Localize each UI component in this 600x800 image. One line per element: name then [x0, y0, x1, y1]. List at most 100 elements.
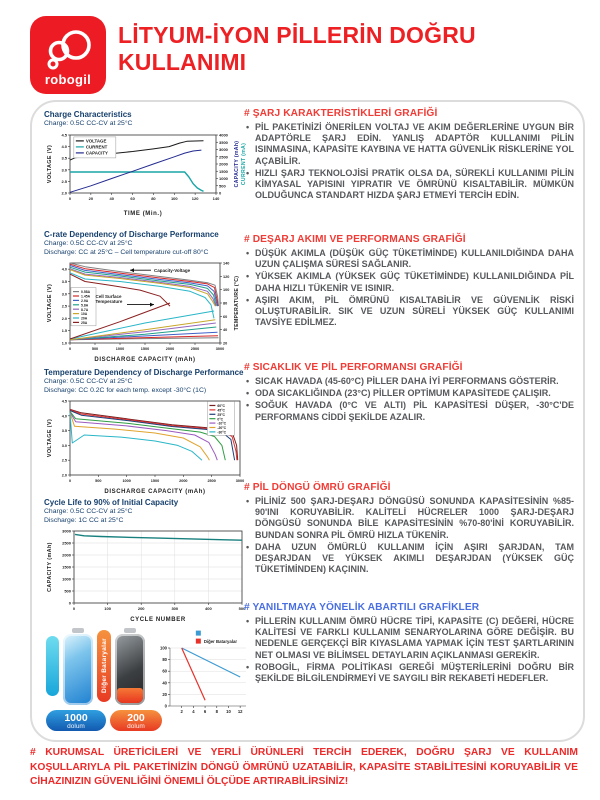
robogil-logo-icon — [47, 30, 91, 70]
bullet-list: PİLLERİN KULLANIM ÖMRÜ HÜCRE TİPİ, KAPAS… — [244, 616, 574, 684]
svg-text:-20°C: -20°C — [217, 426, 226, 430]
bullet-list: PİL PAKETİNİZİ ÖNERİLEN VOLTAJ VE AKIM D… — [244, 122, 574, 201]
svg-text:3000: 3000 — [219, 147, 229, 152]
svg-text:0: 0 — [165, 704, 168, 709]
svg-text:20A: 20A — [81, 317, 88, 321]
svg-text:400: 400 — [205, 606, 212, 611]
section-heading: # PİL DÖNGÜ ÖMRÜ GRAFİĞİ — [244, 482, 391, 493]
svg-text:0.58A: 0.58A — [81, 290, 91, 294]
svg-text:500: 500 — [219, 183, 226, 188]
svg-text:300: 300 — [171, 606, 178, 611]
svg-text:120: 120 — [192, 196, 199, 201]
svg-text:2500: 2500 — [62, 541, 72, 546]
svg-text:2500: 2500 — [219, 154, 229, 159]
robogil-battery-illustration — [63, 628, 93, 706]
svg-text:VOLTAGE (V): VOLTAGE (V) — [47, 419, 53, 457]
bullet-item: DAHA UZUN ÖMÜRLÜ KULLANIM İÇİN AŞIRI ŞAR… — [244, 542, 574, 576]
svg-text:2.0: 2.0 — [61, 190, 67, 195]
svg-text:1000: 1000 — [62, 577, 72, 582]
svg-text:140: 140 — [213, 196, 220, 201]
svg-text:CURRENT: CURRENT — [86, 144, 108, 149]
svg-text:20: 20 — [223, 342, 227, 346]
svg-text:0: 0 — [69, 347, 71, 351]
battery-cap — [124, 628, 136, 633]
svg-text:TIME (Min.): TIME (Min.) — [124, 211, 163, 217]
pill-unit: dolum — [67, 722, 85, 730]
robogil-logo: robogil — [30, 16, 106, 94]
figure-subtitle2: Discharge: 1C CC at 25°C — [44, 516, 124, 524]
svg-text:CAPACITY (mAh): CAPACITY (mAh) — [234, 140, 240, 187]
svg-text:60°C: 60°C — [217, 404, 225, 408]
svg-text:4.0: 4.0 — [62, 414, 67, 418]
chart-charge-characteristics: 0 20 40 60 80 100 120 140 2.0 2.5 3.0 3.5 4.0 4.5 0 500… — [47, 132, 247, 217]
svg-text:8.7A: 8.7A — [81, 308, 89, 312]
svg-text:3000: 3000 — [236, 479, 244, 483]
bullet-item: DÜŞÜK AKIMLA (DÜŞÜK GÜÇ TÜKETİMİNDE) KUL… — [244, 248, 574, 270]
svg-text:60: 60 — [162, 669, 167, 674]
robogil-battery-bar — [46, 636, 59, 696]
section-desarj-akimi: # DEŞARJ AKIMI VE PERFORMANS GRAFİĞİ DÜŞ… — [244, 234, 574, 329]
battery-body — [115, 634, 145, 705]
svg-text:0: 0 — [73, 606, 76, 611]
battery-body — [63, 634, 93, 705]
svg-text:80: 80 — [223, 302, 227, 306]
svg-text:2.0: 2.0 — [62, 474, 67, 478]
bullet-item: ROBOGİL, FİRMA POLİTİKASI GEREĞİ MÜŞTERİ… — [244, 662, 574, 684]
svg-text:2500: 2500 — [207, 479, 215, 483]
svg-text:CAPACITY: CAPACITY — [86, 150, 108, 155]
svg-text:TEMPERATURE (°C): TEMPERATURE (°C) — [234, 276, 240, 331]
figure-title: C-rate Dependency of Discharge Performan… — [44, 230, 219, 239]
logo-text: robogil — [44, 72, 92, 87]
svg-text:10A: 10A — [81, 312, 88, 316]
pill-value: 1000 — [64, 712, 88, 724]
section-heading: # DEŞARJ AKIMI VE PERFORMANS GRAFİĞİ — [244, 234, 466, 245]
svg-text:2500: 2500 — [191, 347, 199, 351]
svg-text:CYCLE NUMBER: CYCLE NUMBER — [130, 617, 186, 623]
svg-text:1000: 1000 — [116, 347, 124, 351]
figure-title: Temperature Dependency of Discharge Perf… — [44, 368, 244, 377]
svg-text:2000: 2000 — [179, 479, 187, 483]
svg-text:5.8A: 5.8A — [81, 303, 89, 307]
other-batteries-label: Diğer Bataryalar — [100, 638, 108, 694]
bullet-item: YÜKSEK AKIMLA (YÜKSEK GÜÇ TÜKETİMİNDE) K… — [244, 271, 574, 293]
svg-text:4.0: 4.0 — [62, 268, 67, 272]
svg-text:3000: 3000 — [62, 529, 72, 534]
svg-text:4: 4 — [192, 709, 195, 714]
svg-text:3.5: 3.5 — [62, 280, 67, 284]
chart-battery-comparison: 2 4 6 8 10 12 0 20 40 60 80 100 Diğer Bataryalar — [160, 630, 246, 714]
svg-text:1500: 1500 — [62, 565, 72, 570]
svg-text:1500: 1500 — [141, 347, 149, 351]
bullet-item: HIZLI ŞARJ TEKNOLOJİSİ PRATİK OLSA DA, S… — [244, 168, 574, 202]
svg-text:1500: 1500 — [151, 479, 159, 483]
svg-text:Temperature: Temperature — [96, 299, 123, 304]
svg-text:100: 100 — [171, 196, 178, 201]
svg-text:2000: 2000 — [62, 553, 72, 558]
bullet-item: AŞIRI AKIM, PİL ÖMRÜNÜ KISALTABİLİR VE G… — [244, 295, 574, 329]
svg-text:4000: 4000 — [219, 132, 229, 137]
svg-text:3.0: 3.0 — [61, 167, 67, 172]
svg-text:80: 80 — [162, 657, 167, 662]
svg-text:3.5: 3.5 — [61, 155, 67, 160]
svg-text:500: 500 — [64, 589, 71, 594]
bullet-item: PİLİNİZ 500 ŞARJ-DEŞARJ DÖNGÜSÜ SONUNDA … — [244, 496, 574, 541]
figure-subtitle2: Discharge: CC at 25°C – Cell temperature… — [44, 248, 209, 256]
svg-text:-30°C: -30°C — [217, 430, 226, 434]
low-charge-segment — [117, 688, 143, 703]
pill-value: 200 — [127, 712, 145, 724]
svg-text:500: 500 — [239, 606, 246, 611]
svg-text:2.5: 2.5 — [62, 459, 67, 463]
svg-text:DISCHARGE CAPACITY (mAh): DISCHARGE CAPACITY (mAh) — [94, 357, 195, 363]
figure-subtitle: Charge: 0.5C CC-CV at 25°C — [44, 508, 133, 515]
svg-text:0°C: 0°C — [217, 417, 223, 421]
svg-text:VOLTAGE (V): VOLTAGE (V) — [47, 144, 53, 182]
svg-text:4.5: 4.5 — [62, 400, 67, 404]
svg-text:3.0: 3.0 — [62, 444, 67, 448]
figure-title: Cycle Life to 90% of Initial Capacity — [44, 498, 179, 507]
figure-temperature-discharge: Temperature Dependency of Discharge Perf… — [44, 368, 256, 495]
footer-note: # KURUMSAL ÜRETİCİLERİ VE YERLİ ÜRÜNLERİ… — [30, 747, 578, 788]
bullet-item: SOĞUK HAVADA (0°C VE ALTI) PİL KAPASİTES… — [244, 400, 574, 422]
svg-text:12: 12 — [238, 709, 243, 714]
chart-temperature-discharge: 0 500 1000 1500 2000 2500 3000 2.0 2.5 3.0 3.5 4.0 4… — [47, 400, 244, 496]
